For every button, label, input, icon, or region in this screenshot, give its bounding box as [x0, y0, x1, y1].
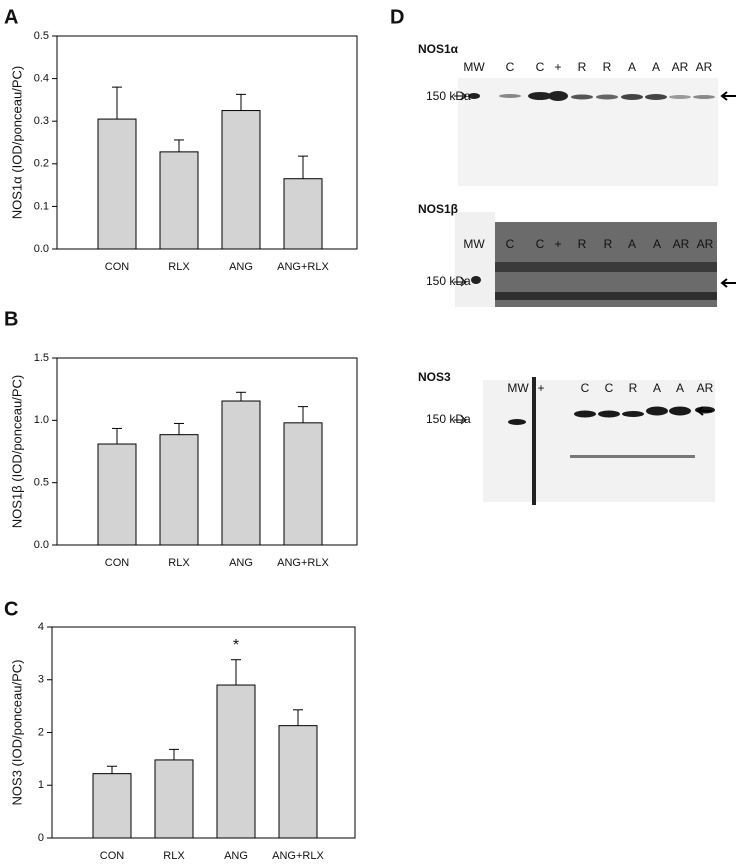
- lane-label: AR: [697, 237, 714, 251]
- y-tick-label: 0.1: [34, 200, 49, 212]
- y-tick-label: 0.0: [34, 243, 49, 255]
- y-tick-label: 0.2: [34, 158, 49, 170]
- lane-label: +: [554, 237, 561, 251]
- y-tick-label: 3: [38, 674, 44, 686]
- y-axis-label: NOS1α (IOD/ponceau/PC): [9, 66, 24, 219]
- x-tick-label: ANG+RLX: [277, 557, 329, 569]
- x-tick-label: RLX: [168, 261, 190, 273]
- lane-label: C: [605, 381, 614, 395]
- lane-label: +: [554, 60, 561, 74]
- lane-label: AR: [672, 60, 689, 74]
- lane-label: A: [653, 381, 661, 395]
- x-tick-label: ANG: [229, 557, 253, 569]
- marker-label: 150 kDa: [426, 89, 471, 103]
- bar: [221, 400, 261, 546]
- lane-label: MW: [463, 237, 485, 251]
- bar: [92, 773, 132, 839]
- lane-label: C: [581, 381, 590, 395]
- y-tick-label: 1: [38, 779, 44, 791]
- y-tick-label: 0.4: [34, 73, 49, 85]
- y-tick-label: 1.0: [34, 414, 49, 426]
- bands: [468, 91, 715, 101]
- y-tick-label: 0.0: [34, 539, 49, 551]
- bar: [97, 118, 137, 250]
- x-tick-label: ANG+RLX: [277, 261, 329, 273]
- lane-label: R: [578, 60, 587, 74]
- y-tick-label: 0.5: [34, 477, 49, 489]
- lane-label: C: [536, 60, 545, 74]
- x-tick-label: ANG: [229, 261, 253, 273]
- lane-label: C: [536, 237, 545, 251]
- y-tick-label: 4: [38, 621, 44, 633]
- bar: [97, 443, 137, 546]
- lane-label: MW: [463, 60, 485, 74]
- x-tick-label: RLX: [168, 557, 190, 569]
- panel-label: B: [4, 308, 18, 330]
- blot-title: NOS3: [418, 370, 451, 384]
- lane-label: R: [603, 60, 612, 74]
- bar: [278, 725, 318, 839]
- blot-title: NOS1α: [418, 42, 459, 56]
- lane-label: C: [506, 60, 515, 74]
- bar: [159, 151, 199, 250]
- panel-label: D: [390, 6, 404, 28]
- bar: [159, 434, 199, 546]
- plot-frame: [56, 35, 358, 250]
- lane-label: AR: [673, 237, 690, 251]
- x-tick-label: CON: [105, 557, 130, 569]
- panel-label: C: [4, 598, 18, 620]
- bar: [154, 759, 194, 839]
- y-tick-label: 0.3: [34, 115, 49, 127]
- lane-label: MW: [507, 381, 529, 395]
- lane-label: +: [537, 381, 544, 395]
- lane-label: A: [628, 237, 636, 251]
- bar: [283, 178, 323, 250]
- lane-label: A: [652, 60, 660, 74]
- bar: [221, 110, 261, 250]
- plot-frame: [56, 357, 358, 546]
- marker-label: 150 kDa: [426, 274, 471, 288]
- lane-label: R: [629, 381, 638, 395]
- lane-label: AR: [696, 60, 713, 74]
- lane-label: A: [628, 60, 636, 74]
- lane-label: R: [604, 237, 613, 251]
- x-tick-label: ANG+RLX: [272, 850, 324, 862]
- lane-label: AR: [697, 381, 714, 395]
- annotation: *: [233, 637, 239, 654]
- x-tick-label: CON: [105, 261, 130, 273]
- lane-label: A: [676, 381, 684, 395]
- blot-title: NOS1β: [418, 202, 458, 216]
- blot-background: [458, 78, 718, 186]
- bar: [283, 422, 323, 546]
- marker-label: 150 kDa: [426, 412, 471, 426]
- lane-label: A: [653, 237, 661, 251]
- y-tick-label: 0.5: [34, 30, 49, 42]
- lane-label: C: [506, 237, 515, 251]
- blot-images: [454, 78, 736, 505]
- panel-label: A: [4, 6, 18, 28]
- y-tick-label: 0: [38, 832, 44, 844]
- x-tick-label: ANG: [224, 850, 248, 862]
- bar: [216, 684, 256, 839]
- y-tick-label: 1.5: [34, 352, 49, 364]
- lane-label: R: [578, 237, 587, 251]
- x-tick-label: CON: [100, 850, 125, 862]
- x-tick-label: RLX: [163, 850, 185, 862]
- y-axis-label: NOS1β (IOD/ponceau/PC): [9, 375, 24, 528]
- y-tick-label: 2: [38, 726, 44, 738]
- y-axis-label: NOS3 (IOD/ponceau/PC): [9, 660, 24, 806]
